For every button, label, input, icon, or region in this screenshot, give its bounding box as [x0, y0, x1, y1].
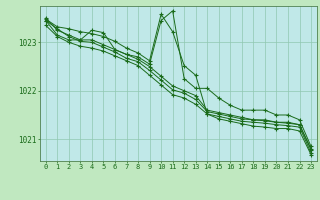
- Text: Graphe pression niveau de la mer (hPa): Graphe pression niveau de la mer (hPa): [65, 186, 255, 195]
